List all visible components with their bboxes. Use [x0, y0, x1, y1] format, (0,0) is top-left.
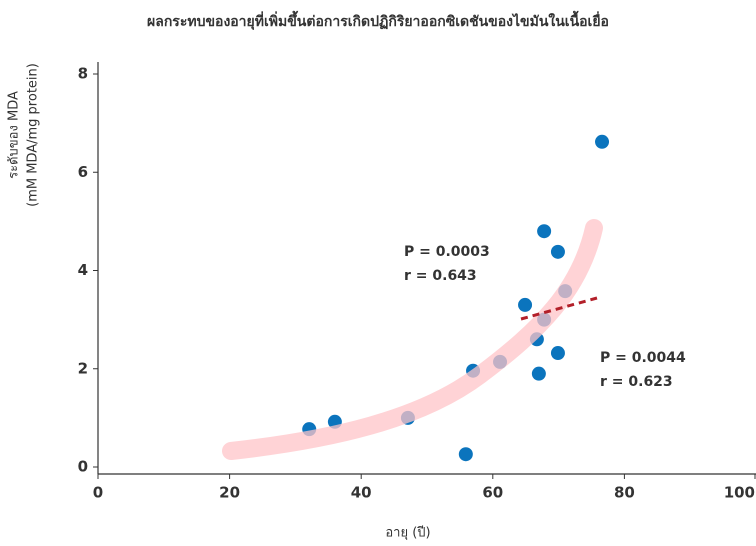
- annotation: P = 0.0044: [600, 350, 686, 366]
- point: [550, 346, 565, 361]
- annotation: P = 0.0003: [404, 244, 490, 260]
- y-tick-label: 4: [78, 261, 88, 279]
- point: [458, 447, 473, 462]
- annotation: r = 0.623: [600, 374, 673, 390]
- y-tick-label: 0: [78, 458, 88, 476]
- trend-curve: [222, 219, 603, 460]
- x-tick-label: 80: [614, 484, 635, 502]
- point: [550, 244, 565, 259]
- point: [531, 366, 546, 381]
- point: [595, 134, 610, 149]
- annotation: r = 0.643: [404, 268, 477, 284]
- y-axis-label: ระดับของ MDA: [7, 91, 22, 179]
- x-tick-label: 20: [219, 484, 240, 502]
- trend-line: [520, 296, 598, 321]
- chart-title: ผลกระทบของอายุที่เพิ่มขึ้นต่อการเกิดปฏิก…: [147, 10, 609, 30]
- x-tick-label: 40: [351, 484, 372, 502]
- y-tick-label: 2: [78, 359, 88, 377]
- x-tick-label: 60: [482, 484, 503, 502]
- x-tick-label: 0: [93, 484, 103, 502]
- x-axis-label: อายุ (ปี): [385, 525, 430, 541]
- y-axis-label: (mM MDA/mg protein): [26, 63, 41, 207]
- point: [537, 224, 552, 239]
- x-tick-label: 100: [724, 484, 755, 502]
- y-tick-label: 8: [78, 65, 88, 83]
- y-tick-label: 6: [78, 163, 88, 181]
- point: [518, 297, 533, 312]
